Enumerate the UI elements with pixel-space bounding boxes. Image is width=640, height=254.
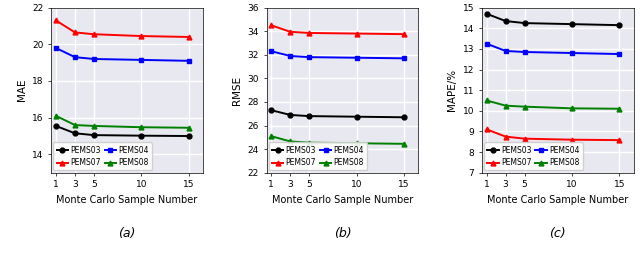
PEMS03: [568, 23, 576, 26]
PEMS07: [521, 137, 529, 140]
Text: (a): (a): [118, 227, 136, 240]
PEMS04: [616, 53, 623, 56]
PEMS04: [483, 42, 490, 45]
Line: PEMS04: PEMS04: [484, 41, 622, 56]
PEMS03: [185, 135, 193, 138]
PEMS04: [521, 51, 529, 54]
Line: PEMS03: PEMS03: [54, 123, 191, 138]
PEMS07: [353, 32, 360, 35]
PEMS04: [268, 50, 275, 53]
X-axis label: Monte Carlo Sample Number: Monte Carlo Sample Number: [56, 195, 198, 205]
PEMS08: [521, 105, 529, 108]
Line: PEMS07: PEMS07: [484, 127, 622, 142]
PEMS08: [90, 124, 98, 128]
PEMS03: [268, 109, 275, 112]
Line: PEMS03: PEMS03: [269, 108, 406, 120]
PEMS08: [502, 104, 509, 107]
PEMS08: [305, 141, 313, 144]
Text: (c): (c): [550, 227, 566, 240]
PEMS04: [90, 57, 98, 60]
PEMS03: [52, 124, 60, 128]
PEMS03: [71, 132, 79, 135]
Y-axis label: MAPE/%: MAPE/%: [447, 69, 457, 111]
PEMS08: [400, 142, 408, 145]
PEMS08: [52, 114, 60, 117]
Y-axis label: MAE: MAE: [17, 79, 26, 101]
Line: PEMS08: PEMS08: [484, 98, 622, 111]
Legend: PEMS03, PEMS07, PEMS04, PEMS08: PEMS03, PEMS07, PEMS04, PEMS08: [484, 142, 582, 170]
PEMS04: [52, 46, 60, 50]
PEMS03: [305, 115, 313, 118]
PEMS08: [268, 135, 275, 138]
PEMS08: [185, 126, 193, 129]
PEMS03: [138, 134, 145, 137]
PEMS03: [616, 24, 623, 27]
PEMS08: [616, 107, 623, 110]
PEMS07: [52, 19, 60, 22]
Legend: PEMS03, PEMS07, PEMS04, PEMS08: PEMS03, PEMS07, PEMS04, PEMS08: [54, 142, 152, 170]
PEMS07: [138, 35, 145, 38]
PEMS03: [483, 12, 490, 15]
PEMS07: [568, 138, 576, 141]
Legend: PEMS03, PEMS07, PEMS04, PEMS08: PEMS03, PEMS07, PEMS04, PEMS08: [269, 142, 367, 170]
PEMS03: [400, 116, 408, 119]
PEMS08: [353, 142, 360, 145]
PEMS03: [521, 22, 529, 25]
PEMS03: [502, 20, 509, 23]
PEMS03: [353, 115, 360, 118]
PEMS04: [353, 56, 360, 59]
Line: PEMS04: PEMS04: [269, 49, 406, 61]
PEMS08: [287, 140, 294, 143]
PEMS07: [71, 31, 79, 34]
X-axis label: Monte Carlo Sample Number: Monte Carlo Sample Number: [487, 195, 628, 205]
PEMS08: [568, 107, 576, 110]
PEMS04: [305, 56, 313, 59]
PEMS04: [287, 54, 294, 57]
PEMS08: [71, 123, 79, 126]
PEMS04: [71, 56, 79, 59]
PEMS03: [287, 113, 294, 116]
Line: PEMS07: PEMS07: [269, 23, 406, 37]
PEMS07: [616, 139, 623, 142]
PEMS07: [305, 31, 313, 35]
PEMS04: [138, 58, 145, 61]
PEMS07: [268, 24, 275, 27]
PEMS08: [483, 99, 490, 102]
Line: PEMS08: PEMS08: [269, 134, 406, 146]
Y-axis label: RMSE: RMSE: [232, 76, 242, 105]
Text: (b): (b): [333, 227, 351, 240]
Line: PEMS07: PEMS07: [54, 18, 191, 39]
Line: PEMS04: PEMS04: [54, 45, 191, 63]
PEMS07: [400, 33, 408, 36]
PEMS07: [287, 30, 294, 33]
PEMS03: [90, 134, 98, 137]
PEMS07: [502, 135, 509, 138]
Line: PEMS08: PEMS08: [54, 114, 191, 130]
Line: PEMS03: PEMS03: [484, 11, 622, 28]
PEMS07: [483, 128, 490, 131]
PEMS04: [185, 59, 193, 62]
PEMS07: [185, 36, 193, 39]
PEMS04: [502, 50, 509, 53]
PEMS08: [138, 126, 145, 129]
PEMS07: [90, 33, 98, 36]
X-axis label: Monte Carlo Sample Number: Monte Carlo Sample Number: [272, 195, 413, 205]
PEMS04: [400, 57, 408, 60]
PEMS04: [568, 52, 576, 55]
